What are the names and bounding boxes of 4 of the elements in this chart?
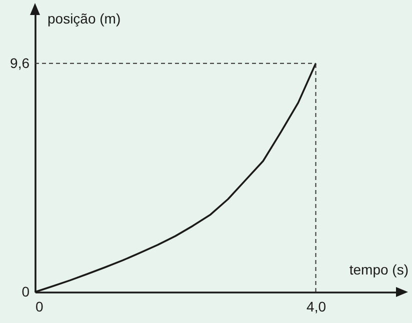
y-tick-label: 9,6 bbox=[10, 54, 30, 71]
x-axis-title: tempo (s) bbox=[349, 262, 408, 278]
x-tick-label: 4,0 bbox=[306, 298, 326, 314]
y-axis-title: posição (m) bbox=[48, 10, 121, 26]
